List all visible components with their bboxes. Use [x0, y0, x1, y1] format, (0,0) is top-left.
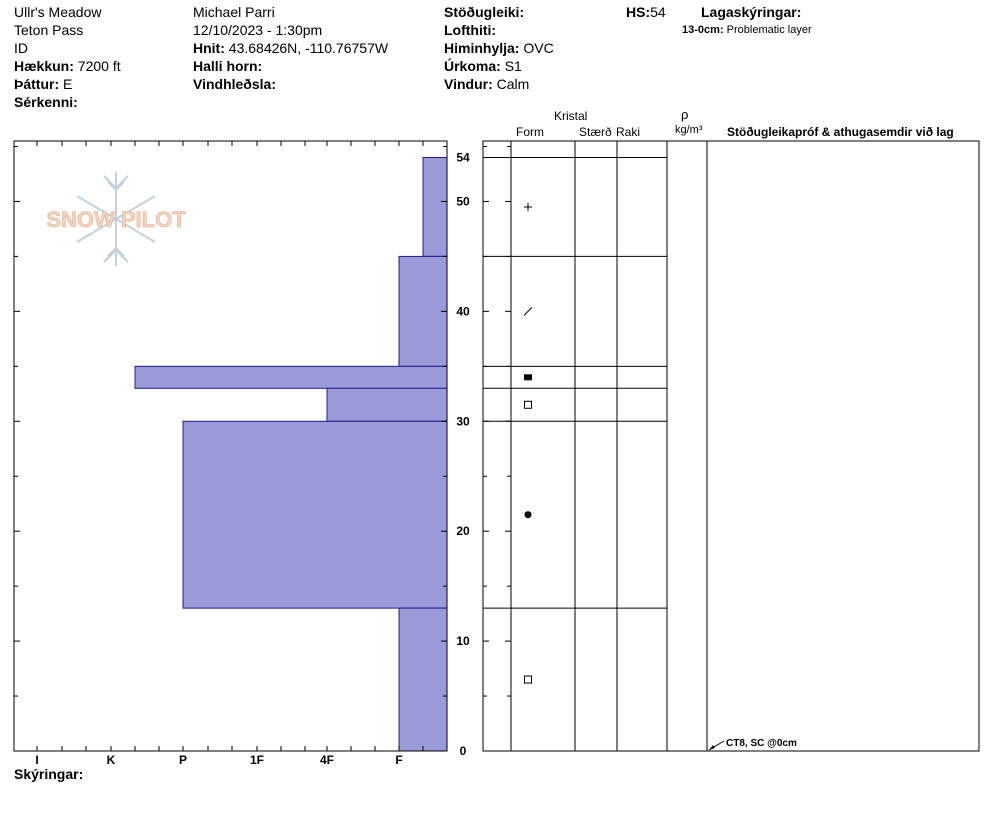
hardness-bar [398, 607, 448, 752]
observation-datetime: 12/10/2023 - 1:30pm [193, 22, 323, 38]
hardness-tick-label: P [179, 753, 187, 767]
wind-loading-field: Vindhleðsla: [193, 76, 276, 92]
wind-value: Calm [496, 76, 530, 92]
test-arrowhead-icon [709, 745, 715, 750]
tests-header: Stöðugleikapróf & athugasemdir við lag [727, 125, 954, 139]
depth-tick-label: 20 [456, 524, 470, 538]
aspect-label: Þáttur: [14, 76, 60, 92]
layer-note-depth: 13-0cm: [682, 24, 724, 36]
grain-filled-square-icon [524, 374, 532, 381]
grain-open-square-icon [524, 675, 532, 684]
logo-text: SNOW PILOT [46, 207, 186, 232]
depth-tick-label: 10 [456, 634, 470, 648]
coordinates-label: Hnit: [193, 40, 225, 56]
hardness-plot: I K P 1F 4F F 0 10 20 30 40 50 54 [13, 140, 470, 767]
size-header: Stærð [579, 125, 612, 139]
stability-field: Stöðugleiki: [444, 4, 524, 20]
depth-tick-label: 0 [460, 744, 467, 758]
hardness-bar [134, 365, 448, 389]
slope-angle-field: Halli horn: [193, 58, 262, 74]
features-field: Sérkenni: [14, 94, 78, 110]
elevation-field: Hækkun: 7200 ft [14, 58, 121, 74]
hardness-tick-label: 4F [320, 753, 334, 767]
wind-loading-label: Vindhleðsla: [193, 76, 276, 92]
elevation-label: Hækkun: [14, 58, 74, 74]
hardness-bar [422, 156, 448, 257]
grain-slash-icon [523, 307, 533, 316]
layer-table: CT8, SC @0cm [482, 140, 980, 752]
state: ID [14, 40, 28, 56]
snowflake-icon [76, 172, 156, 266]
depth-tick-label: 54 [456, 150, 470, 164]
hardness-tick-label: 1F [250, 753, 264, 767]
air-temp-field: Lofthiti: [444, 22, 496, 38]
hs-field: HS:54 [626, 4, 666, 20]
test-result-label: CT8, SC @0cm [726, 738, 797, 749]
density-rho-header: ρ [681, 107, 689, 122]
snowpilot-logo: SNOW PILOT [46, 172, 187, 266]
hs-value: 54 [650, 4, 666, 20]
features-label: Sérkenni: [14, 94, 78, 110]
wind-label: Vindur: [444, 76, 493, 92]
layer-notes-title: Lagaskýringar: [701, 4, 802, 20]
comments-label: Skýringar: [14, 766, 84, 782]
hardness-bar [182, 420, 448, 609]
precip-value: S1 [504, 58, 522, 74]
sky-label: Himinhylja: [444, 40, 520, 56]
grain-filled-circle-icon [524, 511, 532, 519]
hardness-bar [326, 387, 448, 422]
hardness-tick-label: I [35, 753, 38, 767]
table-frame [482, 140, 980, 752]
hardness-tick-label: K [107, 753, 116, 767]
depth-tick-label: 50 [456, 194, 470, 208]
depth-tick-label: 30 [456, 414, 470, 428]
hs-label: HS: [626, 4, 651, 20]
crystal-header: Kristal [554, 109, 588, 123]
coordinates-field: Hnit: 43.68426N, -110.76757W [193, 40, 388, 56]
hardness-tick-label: F [395, 753, 402, 767]
grain-plus-icon [524, 202, 532, 211]
depth-tick-label: 40 [456, 304, 470, 318]
plot-frame [13, 140, 448, 752]
layer-note-text: Problematic layer [726, 24, 812, 36]
aspect-value: E [63, 76, 73, 92]
precip-label: Úrkoma: [444, 58, 501, 74]
hardness-bar [398, 255, 448, 367]
form-header: Form [516, 125, 544, 139]
grain-open-square-icon [524, 400, 532, 409]
elevation-value: 7200 ft [77, 58, 121, 74]
slope-angle-label: Halli horn: [193, 58, 263, 74]
density-unit-header: kg/m³ [675, 124, 703, 136]
sky-field: Himinhylja: OVC [444, 40, 554, 56]
moisture-header: Raki [616, 125, 641, 139]
air-temp-label: Lofthiti: [444, 22, 497, 38]
wind-field: Vindur: Calm [444, 76, 529, 92]
observer-name: Michael Parri [193, 4, 275, 20]
precip-field: Úrkoma: S1 [444, 58, 522, 74]
stability-label: Stöðugleiki: [444, 4, 525, 20]
aspect-field: Þáttur: E [14, 76, 72, 92]
sky-value: OVC [523, 40, 554, 56]
location-name: Ullr's Meadow [14, 4, 102, 20]
mountain-range: Teton Pass [14, 22, 84, 38]
layer-note-entry: 13-0cm: Problematic layer [682, 24, 812, 37]
coordinates-value: 43.68426N, -110.76757W [228, 40, 389, 56]
